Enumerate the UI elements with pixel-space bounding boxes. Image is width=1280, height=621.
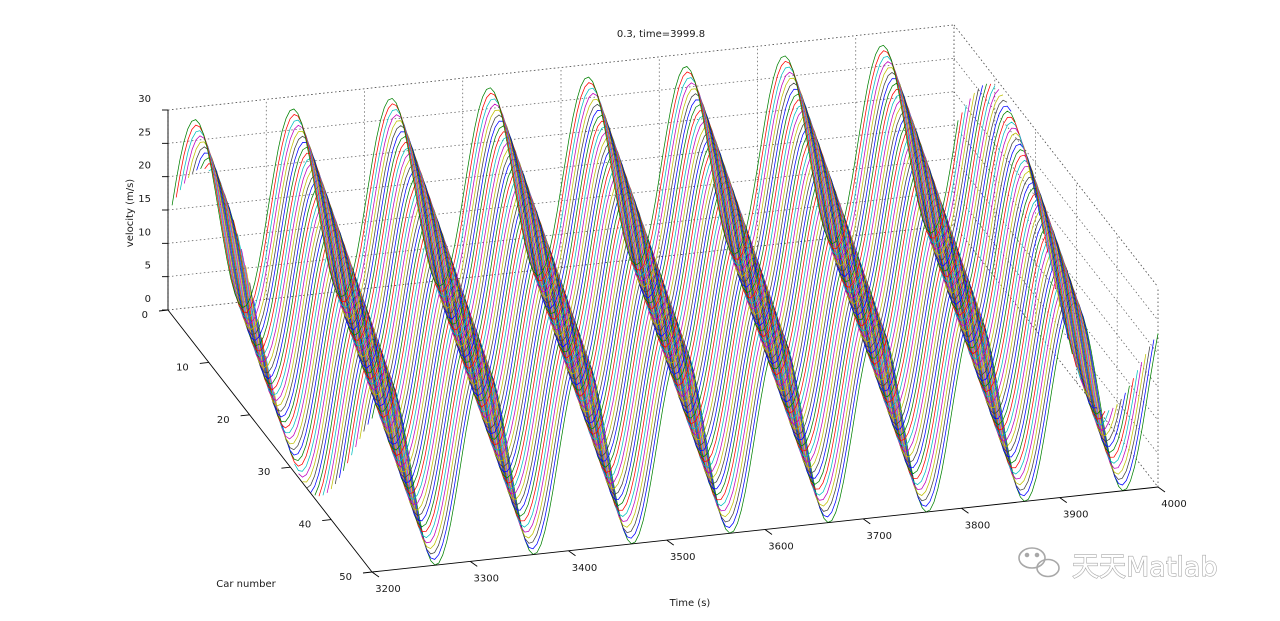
watermark-text: 天天Matlab [1072,552,1218,583]
y-tick-mark [199,361,209,364]
series-line-car-34 [306,215,1093,489]
x-tick-mark [1157,486,1166,493]
x-tick-label: 3300 [474,573,499,584]
x-tick-label: 3400 [572,563,597,574]
y-tick-mark [281,466,291,469]
x-tick-label: 3600 [768,542,793,553]
series-line-car-24 [265,159,1053,434]
series-line-car-31 [294,198,1081,472]
z-tick-label: 20 [138,161,151,172]
x-tick-label: 3900 [1063,510,1088,521]
series-line-car-4 [183,61,971,324]
y-tick-label: 10 [176,362,189,373]
series-line-car-23 [261,154,1049,429]
y-tick-label: 50 [339,572,352,583]
x-tick-mark [961,507,969,514]
series-line-car-20 [249,138,1036,412]
series-line-car-10 [208,85,996,358]
series-line-car-18 [241,127,1028,401]
y-tick-label: 30 [258,467,271,478]
x-tick-mark [568,550,576,557]
series-line-car-19 [245,132,1032,407]
x-tick-mark [371,571,380,578]
series-line-car-35 [310,220,1097,493]
x-tick-label: 3500 [670,552,695,563]
series-line-car-1 [171,44,959,308]
wechat-icon [1018,547,1060,578]
series-layer [171,44,1159,566]
chart-title: 0.3, time=3999.8 [617,29,705,40]
x-tick-mark [862,518,871,525]
grid-line-z-side [953,91,1159,354]
series-line-car-3 [179,55,967,319]
series-line-car-16 [232,116,1020,391]
z-tick-label: 10 [138,227,151,238]
x-tick-mark [666,539,675,546]
x-tick-label: 3200 [375,584,400,595]
x-tick-label: 3800 [965,520,990,531]
series-line-car-7 [196,78,983,341]
y-tick-label: 40 [298,520,311,531]
series-line-car-46 [355,280,1143,544]
box-back-top-edge [167,24,955,111]
y-axis-line [167,309,373,573]
x-tick-mark [1059,497,1068,503]
x-tick-mark [469,561,478,567]
grid-line-z-side [953,24,1159,288]
series-line-car-32 [298,203,1085,478]
z-tick-label: 25 [138,127,151,138]
series-line-car-5 [188,67,975,330]
watermark: 天天Matlab [1018,547,1218,584]
z-tick-label: 0 [145,294,151,305]
series-line-car-17 [237,121,1024,396]
tick-labels: 3200 3300 3400 3500 3600 3700 3800 3900 4000 0 10 2… [138,94,1186,595]
grid-line-z-side [953,58,1159,321]
grid-line-z [167,24,955,111]
series-line-car-2 [175,50,963,313]
y-tick-mark [322,519,332,522]
series-line-car-9 [204,83,992,352]
x-axis-label: Time (s) [669,598,711,609]
series-line-car-27 [277,177,1065,451]
series-line-car-21 [253,143,1041,418]
series-line-car-33 [302,209,1089,483]
series-line-car-47 [359,286,1147,550]
grid-line-z-side [953,158,1159,421]
y-tick-label: 20 [217,415,230,426]
z-tick-label: 5 [145,261,151,272]
grid-line-z-side [953,191,1159,454]
series-line-car-49 [367,297,1155,560]
series-line-car-6 [192,72,979,335]
z-tick-label: 15 [138,194,151,205]
x-tick-label: 4000 [1161,499,1186,510]
y-axis-label: Car number [216,579,276,590]
y-tick-mark [362,571,373,574]
series-line-car-8 [200,82,987,347]
y-tick-mark [240,414,250,417]
z-axis-label: velocity (m/s) [125,179,136,247]
grid-line-z-side [953,124,1159,388]
y-tick-label: 0 [142,310,148,321]
z-tick-label: 30 [138,94,151,105]
x-tick-mark [764,529,773,535]
x-tick-label: 3700 [867,531,892,542]
